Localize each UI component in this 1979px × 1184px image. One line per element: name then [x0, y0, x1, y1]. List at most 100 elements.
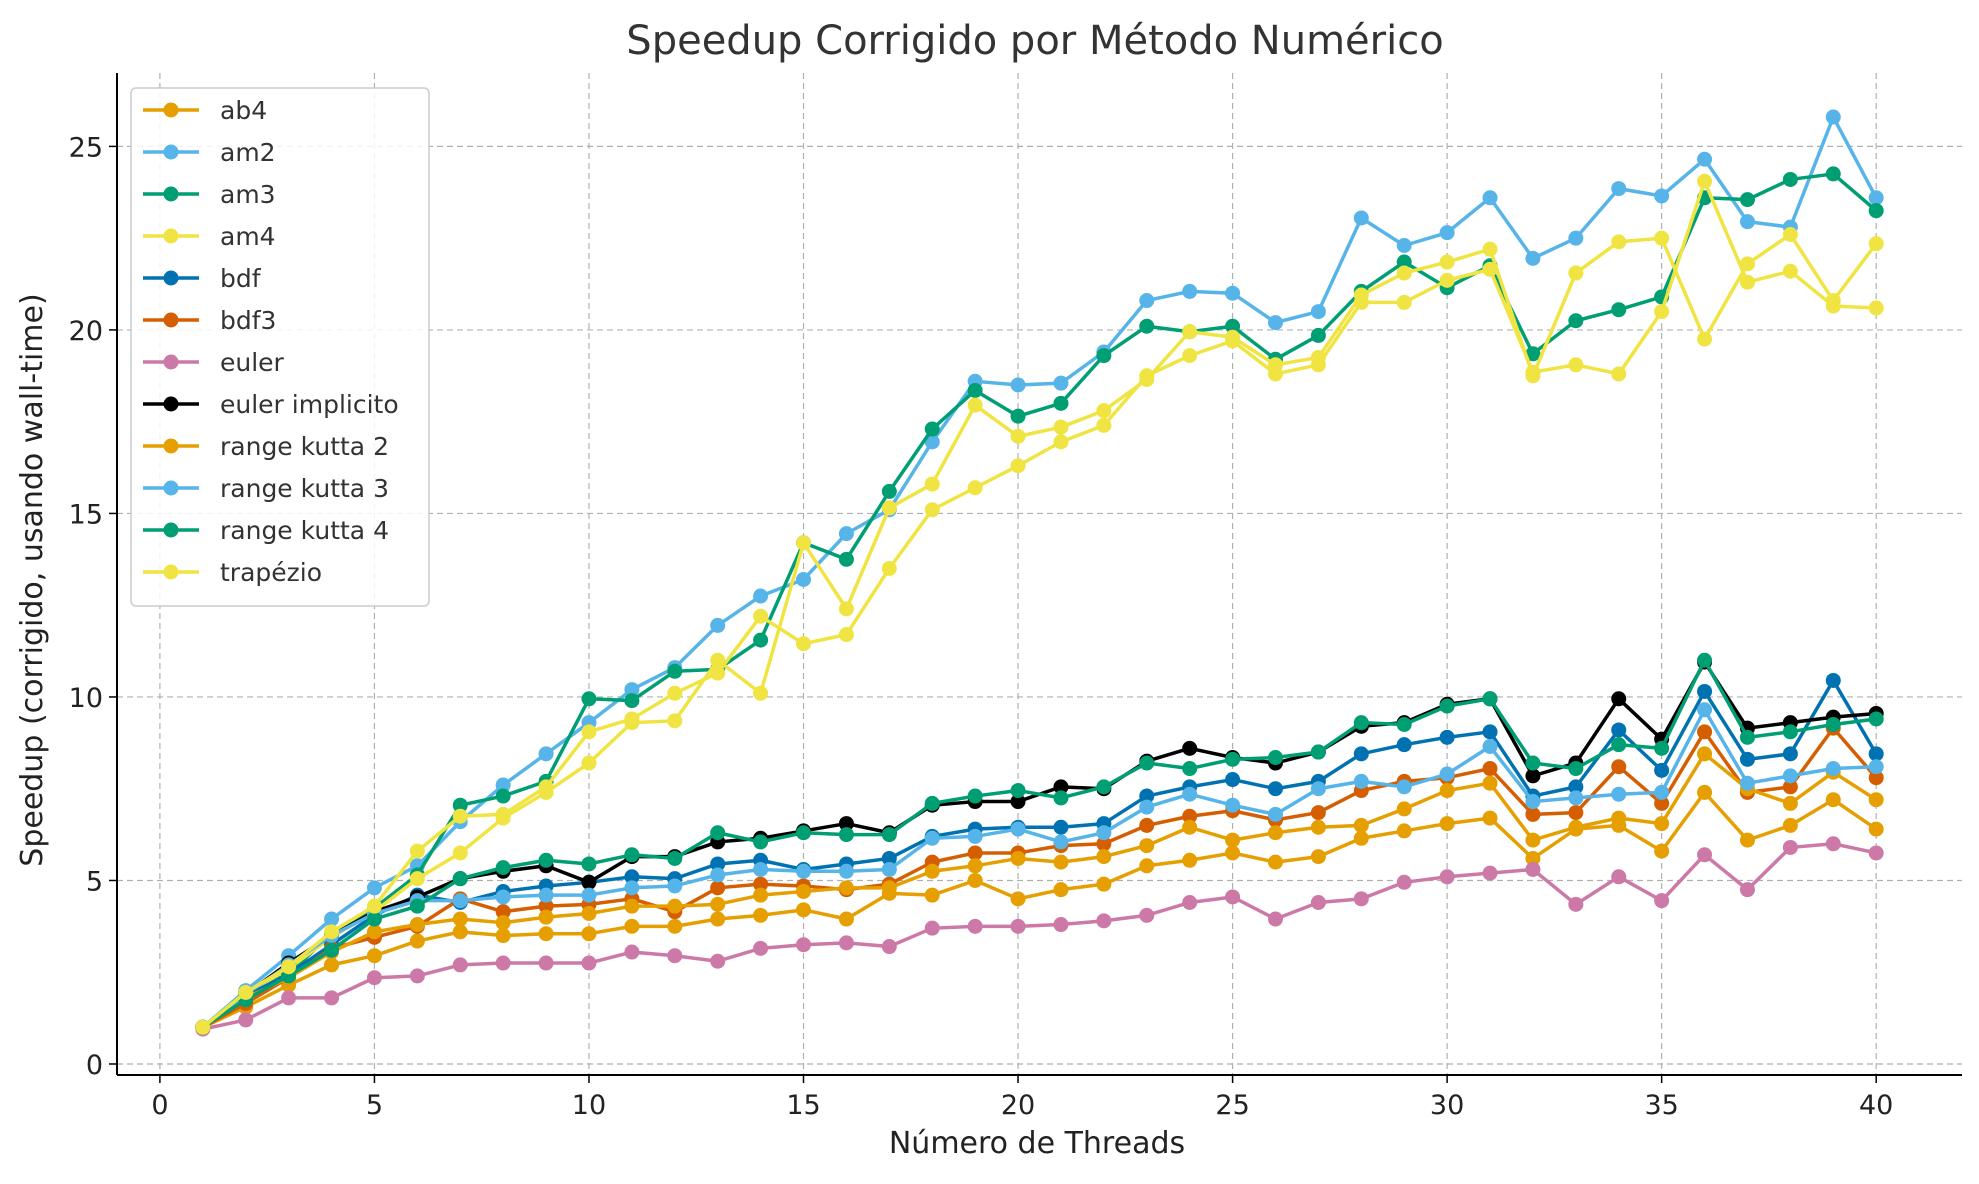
data-point [624, 898, 640, 914]
data-point [1482, 691, 1498, 707]
y-tick-label: 0 [86, 1050, 103, 1081]
data-point [1396, 294, 1412, 310]
data-point [1568, 896, 1584, 912]
data-point [753, 685, 769, 701]
data-point [409, 968, 425, 984]
data-point [1096, 417, 1112, 433]
data-point [1611, 759, 1627, 775]
data-point [1182, 852, 1198, 868]
x-tick-label: 40 [1859, 1090, 1893, 1121]
data-point [1654, 816, 1670, 832]
data-point [1010, 821, 1026, 837]
data-point [753, 940, 769, 956]
data-point [495, 777, 511, 793]
data-point [366, 911, 382, 927]
data-point [1611, 869, 1627, 885]
data-point [1525, 832, 1541, 848]
data-point [1739, 751, 1755, 767]
data-point [1611, 302, 1627, 318]
data-point [1868, 821, 1884, 837]
data-point [624, 693, 640, 709]
x-tick-label: 30 [1430, 1090, 1464, 1121]
data-point [1697, 331, 1713, 347]
data-point [1525, 806, 1541, 822]
legend-swatch-marker [163, 522, 179, 538]
data-point [1096, 779, 1112, 795]
data-point [495, 904, 511, 920]
data-point [1225, 832, 1241, 848]
legend-label: trapézio [220, 558, 322, 587]
data-point [1697, 724, 1713, 740]
data-point [1096, 348, 1112, 364]
data-point [1611, 366, 1627, 382]
legend-label: am3 [220, 180, 276, 209]
data-point [1825, 672, 1841, 688]
data-point [924, 421, 940, 437]
data-point [1525, 755, 1541, 771]
legend-swatch-marker [163, 270, 179, 286]
data-point [967, 382, 983, 398]
data-point [1568, 357, 1584, 373]
data-point [1439, 225, 1455, 241]
data-point [1868, 770, 1884, 786]
series-line [202, 842, 1877, 1031]
data-point [710, 896, 726, 912]
data-point [1096, 825, 1112, 841]
legend-item: am4 [143, 222, 276, 251]
data-point [1353, 773, 1369, 789]
data-point [1310, 357, 1326, 373]
legend-item: euler implicito [143, 390, 399, 419]
data-point [238, 984, 254, 1000]
data-point [1654, 230, 1670, 246]
data-point [667, 663, 683, 679]
data-point [581, 955, 597, 971]
series-line [201, 708, 1877, 1029]
legend-swatch-marker [163, 354, 179, 370]
data-point [1739, 832, 1755, 848]
data-point [1267, 781, 1283, 797]
data-point [1782, 171, 1798, 187]
legend-item: am2 [143, 138, 276, 167]
data-point [452, 893, 468, 909]
data-point [967, 918, 983, 934]
data-point [1353, 746, 1369, 762]
data-point [452, 911, 468, 927]
legend-item: am3 [143, 180, 276, 209]
data-point [1654, 784, 1670, 800]
series-line [201, 232, 1878, 1029]
data-point [581, 887, 597, 903]
data-point [1482, 190, 1498, 206]
data-point [1868, 792, 1884, 808]
data-point [710, 617, 726, 633]
data-point [710, 825, 726, 841]
data-point [581, 691, 597, 707]
data-point [1182, 283, 1198, 299]
legend-box [130, 87, 430, 607]
data-point [1654, 762, 1670, 778]
axes [116, 73, 1962, 1076]
data-point [1182, 894, 1198, 910]
x-tick-label: 0 [151, 1090, 168, 1121]
series-line [201, 660, 1877, 1029]
data-point [1482, 724, 1498, 740]
data-point [238, 1012, 254, 1028]
data-point [1482, 761, 1498, 777]
data-point [1739, 214, 1755, 230]
data-point [1739, 729, 1755, 745]
data-point [1053, 819, 1069, 835]
data-point [1825, 298, 1841, 314]
legend-swatch-marker [163, 102, 179, 118]
data-point [1139, 817, 1155, 833]
data-point [1782, 746, 1798, 762]
data-point [1482, 261, 1498, 277]
legend-label: euler [220, 348, 285, 377]
series-bdf3 [195, 720, 1884, 1035]
data-point [1267, 750, 1283, 766]
data-point [1697, 151, 1713, 167]
data-point [710, 665, 726, 681]
data-point [624, 918, 640, 934]
legend-label: ab4 [220, 96, 267, 125]
data-point [538, 926, 554, 942]
data-point [1654, 188, 1670, 204]
data-point [1396, 254, 1412, 270]
